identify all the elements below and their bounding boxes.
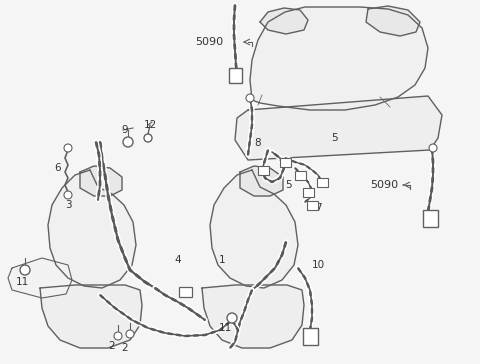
Text: 6: 6 [55, 163, 61, 173]
Circle shape [114, 332, 122, 340]
Polygon shape [80, 166, 122, 196]
Circle shape [429, 144, 437, 152]
FancyBboxPatch shape [295, 170, 305, 179]
Text: 5090: 5090 [370, 180, 398, 190]
Polygon shape [40, 285, 142, 348]
Text: 5090: 5090 [195, 37, 223, 47]
Polygon shape [210, 170, 298, 288]
Polygon shape [366, 6, 420, 36]
Polygon shape [8, 258, 72, 298]
Text: 3: 3 [65, 200, 72, 210]
Circle shape [246, 94, 254, 102]
Circle shape [144, 134, 152, 142]
FancyBboxPatch shape [228, 67, 241, 83]
Polygon shape [250, 7, 428, 110]
Circle shape [64, 144, 72, 152]
Polygon shape [202, 285, 304, 348]
FancyBboxPatch shape [302, 328, 317, 344]
Circle shape [123, 137, 133, 147]
Text: 12: 12 [144, 120, 156, 130]
FancyBboxPatch shape [179, 287, 192, 297]
Polygon shape [240, 166, 283, 196]
Text: 2: 2 [108, 341, 115, 351]
Text: 10: 10 [312, 260, 324, 270]
Polygon shape [235, 96, 442, 160]
Text: 4: 4 [175, 255, 181, 265]
FancyBboxPatch shape [316, 178, 327, 186]
Polygon shape [260, 8, 308, 34]
Text: 2: 2 [122, 343, 128, 353]
FancyBboxPatch shape [257, 166, 268, 174]
Circle shape [64, 191, 72, 199]
Polygon shape [48, 170, 136, 288]
Text: 9: 9 [122, 125, 128, 135]
Text: 8: 8 [255, 138, 261, 148]
Text: 11: 11 [218, 323, 232, 333]
Text: 11: 11 [15, 277, 29, 287]
Text: 5: 5 [332, 133, 338, 143]
FancyBboxPatch shape [302, 187, 313, 197]
FancyBboxPatch shape [307, 201, 317, 210]
Text: 1: 1 [219, 255, 225, 265]
Circle shape [20, 265, 30, 275]
Circle shape [126, 330, 134, 338]
Text: 7: 7 [315, 203, 321, 213]
Text: 5: 5 [285, 180, 291, 190]
FancyBboxPatch shape [422, 210, 437, 226]
FancyBboxPatch shape [279, 158, 290, 166]
Circle shape [227, 313, 237, 323]
